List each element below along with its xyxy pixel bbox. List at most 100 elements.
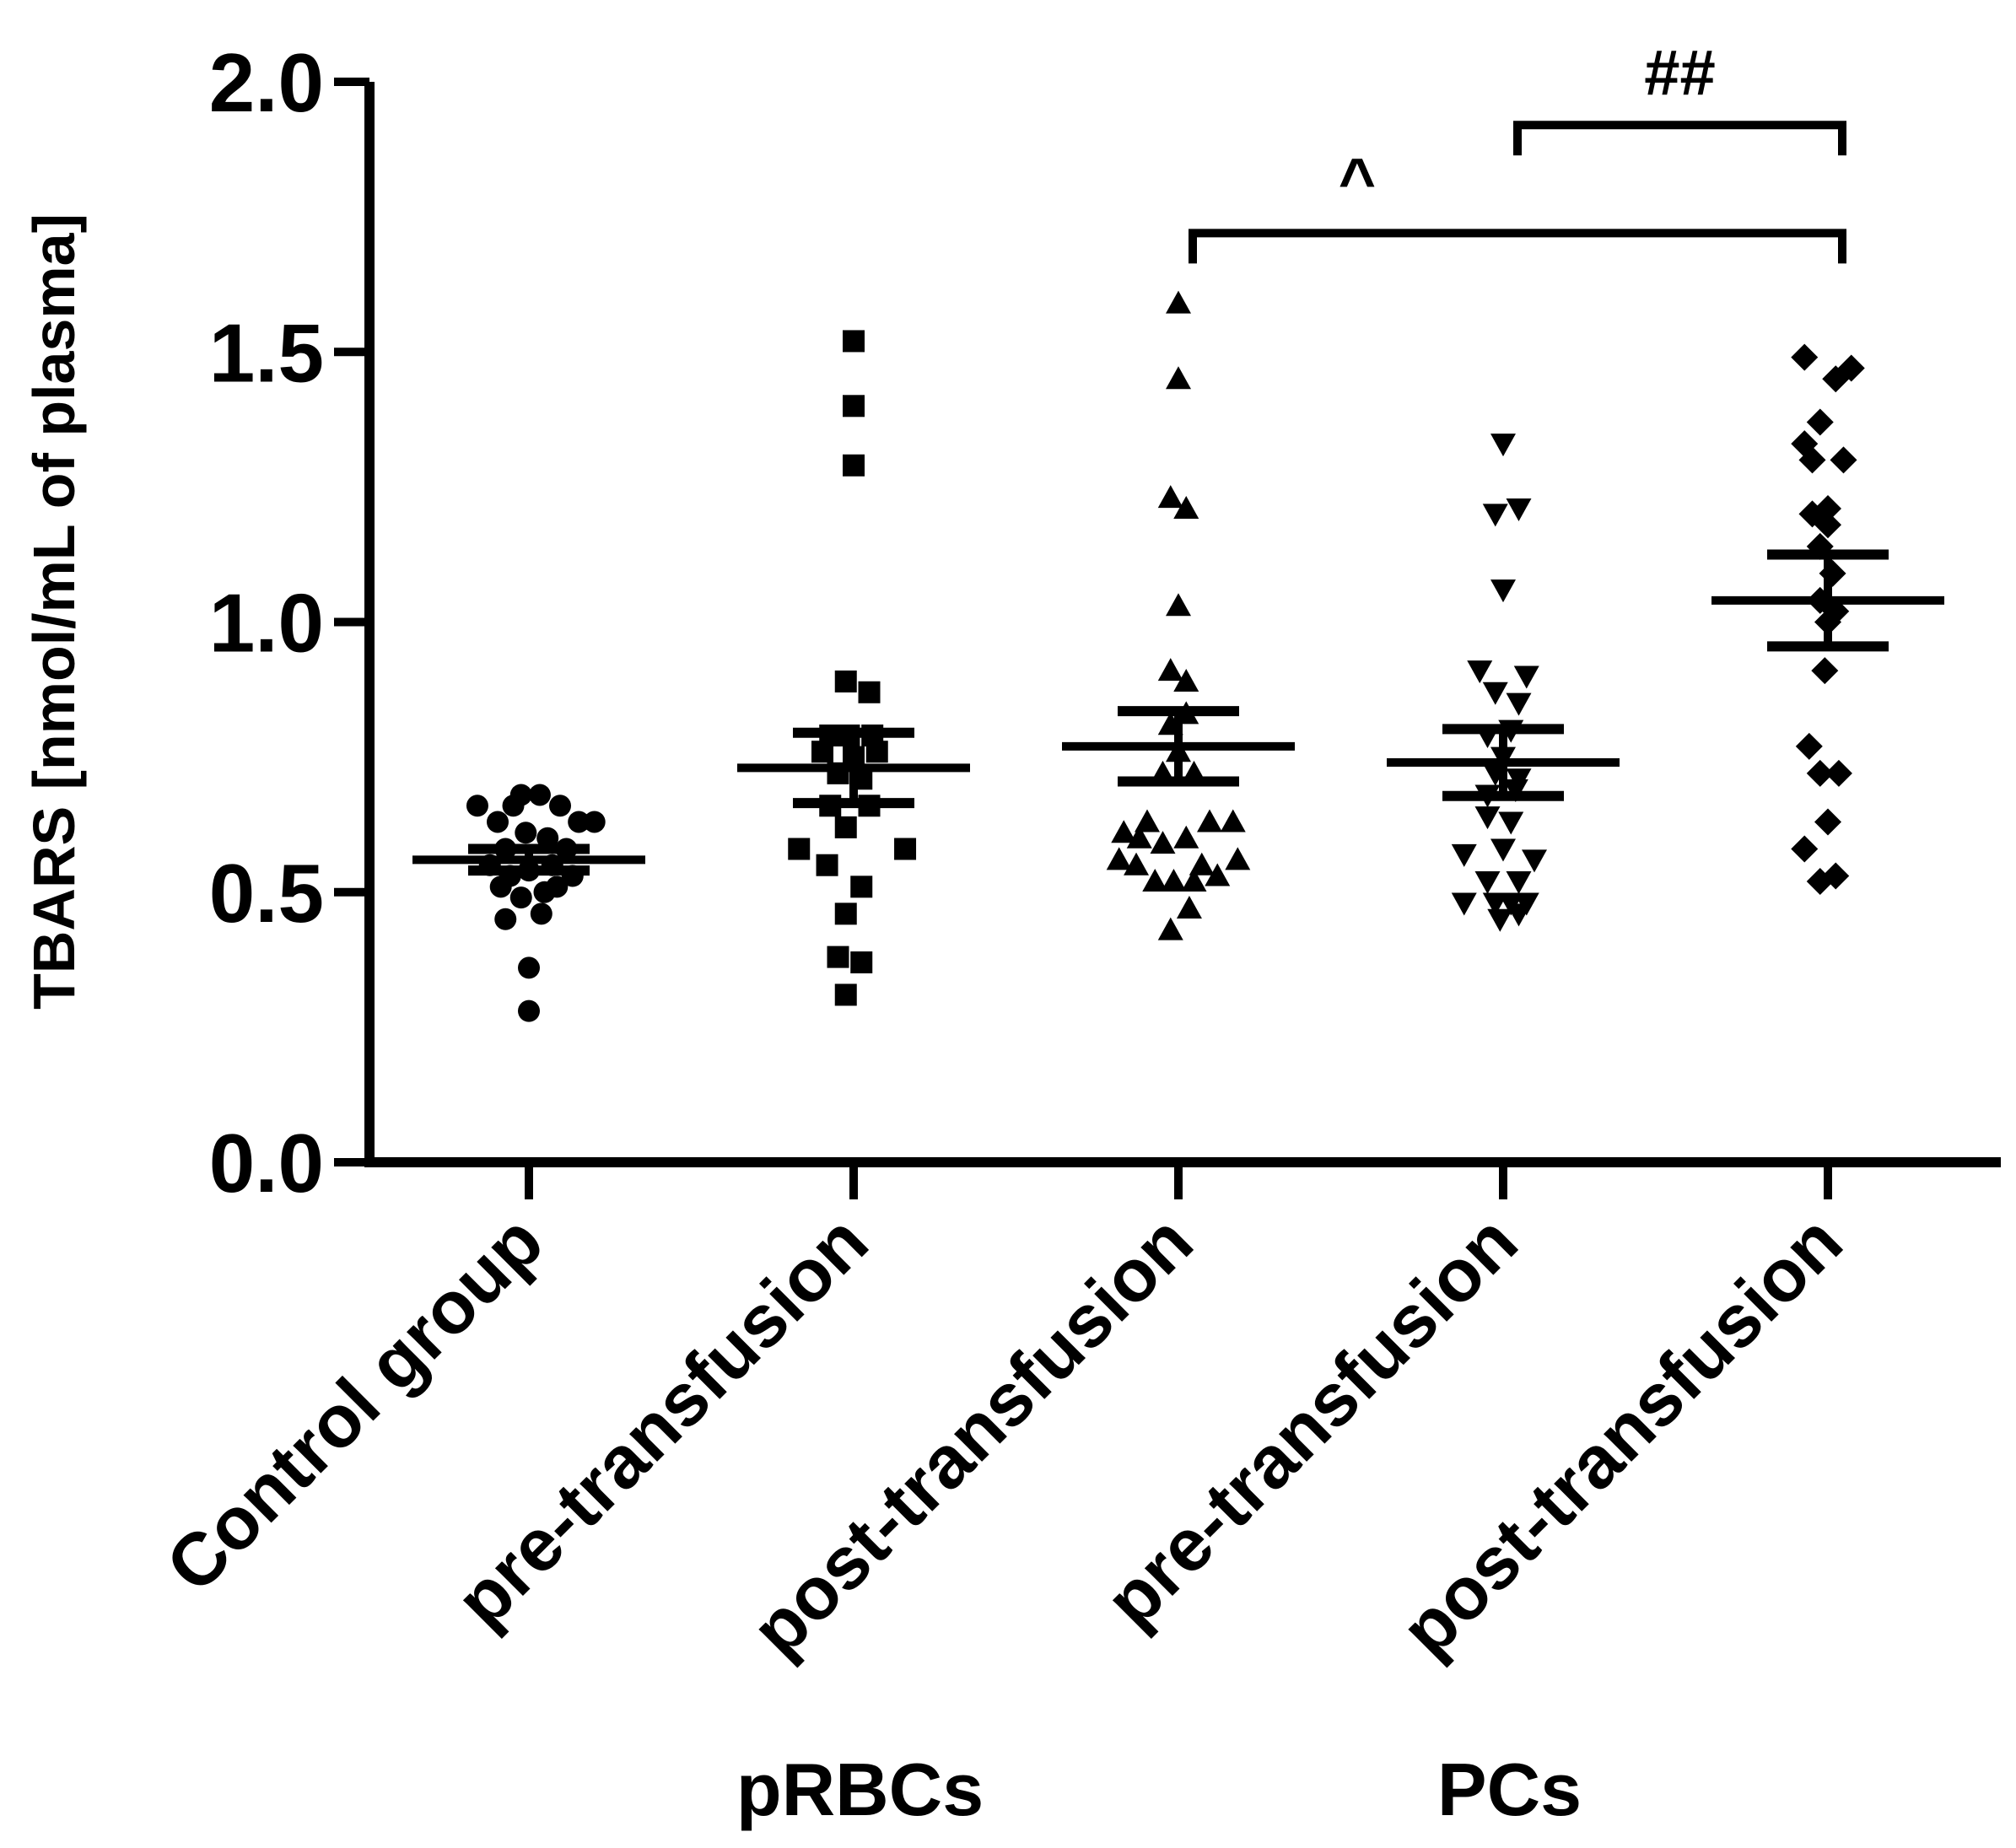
significance-brackets: ^ ## [1189, 37, 1846, 264]
x-ticks: Control grouppre-transfusionpost-transfu… [150, 1162, 1857, 1672]
data-point [1161, 868, 1187, 892]
data-point [1819, 559, 1846, 587]
data-point [1166, 366, 1191, 390]
data-point [1124, 852, 1150, 876]
data-point [1451, 843, 1477, 867]
data-point [1173, 825, 1199, 849]
data-point [509, 784, 532, 806]
significance-bracket [1513, 121, 1846, 156]
y-tick-label: 0.5 [209, 847, 324, 940]
data-point [1487, 908, 1513, 932]
data-point [834, 816, 857, 838]
group-label: PCs [1437, 1748, 1582, 1831]
data-point [894, 838, 917, 860]
data-point [1814, 808, 1841, 836]
data-point [843, 330, 865, 353]
data-point [865, 741, 888, 763]
data-point [533, 881, 556, 903]
data-point [850, 951, 873, 974]
y-tick-label: 1.0 [209, 577, 324, 670]
data-point [788, 838, 811, 860]
data-point [1173, 495, 1199, 519]
data-point [1490, 579, 1516, 603]
data-point [834, 902, 857, 925]
data-point [487, 811, 509, 833]
data-point [1176, 895, 1202, 919]
data-point [1126, 825, 1152, 849]
group-labels: pRBCs PCs [736, 1748, 1582, 1831]
data-points [466, 290, 1865, 1022]
data-point [1220, 809, 1246, 832]
data-point [1205, 863, 1231, 886]
data-point [549, 795, 571, 817]
data-point [515, 822, 537, 844]
data-point [1166, 290, 1191, 314]
significance-marker: ^ [1339, 145, 1376, 217]
data-point [1451, 892, 1477, 916]
data-point [1798, 446, 1826, 474]
data-point [1795, 732, 1823, 760]
data-point [1498, 811, 1524, 835]
y-ticks: 0.0 0.5 1.0 1.5 2.0 [209, 36, 369, 1210]
data-point [1837, 354, 1865, 382]
data-point [1490, 838, 1516, 862]
data-point [509, 886, 532, 909]
data-point [1506, 903, 1532, 927]
data-point [1482, 682, 1508, 705]
y-tick-label: 2.0 [209, 36, 324, 129]
data-point [568, 811, 590, 833]
data-point [530, 902, 553, 925]
data-point [1806, 759, 1834, 787]
group-label: pRBCs [736, 1748, 984, 1831]
data-point [1830, 446, 1857, 474]
data-point [1225, 847, 1251, 870]
data-point [1181, 868, 1207, 892]
data-point [1106, 847, 1132, 870]
data-point [1506, 870, 1532, 894]
data-point [1506, 498, 1532, 521]
data-point [466, 795, 488, 817]
data-point [1157, 485, 1183, 509]
data-point [1189, 852, 1215, 876]
data-point [850, 876, 873, 898]
data-point [1157, 917, 1183, 940]
significance-marker: ## [1644, 37, 1716, 109]
data-point [1467, 660, 1493, 684]
y-tick-label: 1.5 [209, 306, 324, 399]
data-point [843, 395, 865, 418]
data-point [518, 999, 540, 1022]
y-tick-label: 0.0 [209, 1117, 324, 1210]
data-point [1166, 593, 1191, 617]
data-point [1522, 849, 1547, 873]
data-point [1811, 657, 1839, 685]
data-point [1474, 806, 1501, 830]
data-point [583, 811, 606, 833]
data-point [834, 983, 857, 1006]
data-point [843, 454, 865, 477]
data-point [827, 946, 849, 968]
data-point [1791, 835, 1819, 863]
data-point [811, 741, 833, 763]
data-point [1506, 692, 1532, 716]
data-point [494, 908, 517, 930]
data-point [1806, 408, 1834, 436]
data-point [1502, 779, 1528, 803]
data-point [1142, 868, 1168, 892]
data-point [1825, 759, 1852, 787]
data-point [1135, 809, 1160, 832]
data-point [1111, 820, 1137, 843]
data-point [1197, 809, 1222, 832]
data-point [1814, 511, 1841, 539]
data-point [1814, 494, 1841, 522]
data-point [528, 784, 551, 806]
data-point [1150, 831, 1176, 854]
y-axis-label: TBARS [nmol/mL of plasma] [21, 213, 87, 1010]
data-point [536, 827, 559, 849]
data-point [1474, 870, 1501, 894]
significance-bracket [1189, 229, 1846, 264]
data-point [816, 854, 838, 876]
data-point [834, 670, 857, 692]
data-point [518, 956, 540, 979]
data-point [1791, 343, 1819, 371]
